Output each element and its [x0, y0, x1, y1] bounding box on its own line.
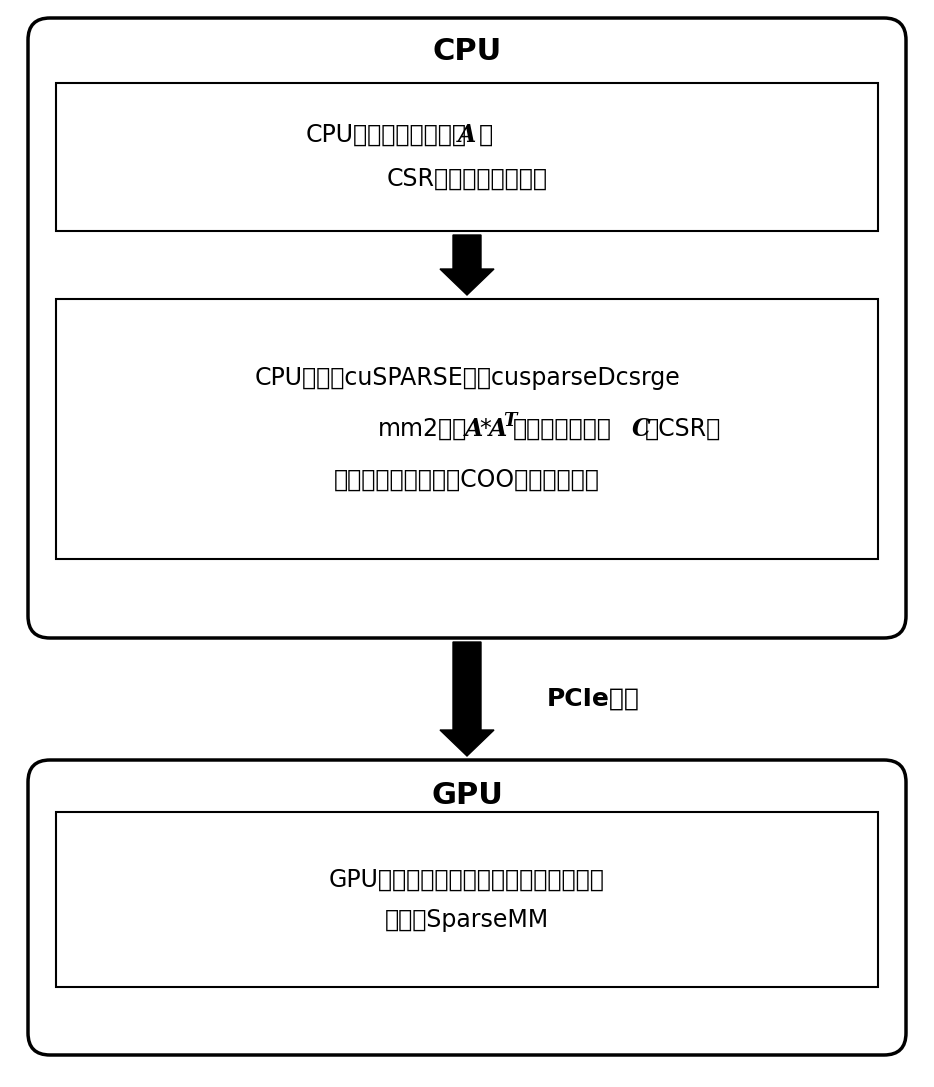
Text: CPU: CPU	[432, 37, 502, 66]
Bar	[56, 83, 878, 232]
Text: CPU中调用cuSPARSE函数cusparseDcsrge: CPU中调用cuSPARSE函数cusparseDcsrge	[254, 366, 680, 390]
Text: CPU中将大型稀疏矩阵: CPU中将大型稀疏矩阵	[306, 123, 467, 147]
Text: PCIe总线: PCIe总线	[547, 687, 640, 711]
Text: A: A	[465, 417, 484, 441]
Text: mm2执行: mm2执行	[377, 417, 467, 441]
Text: ，得到稀疏矩阵: ，得到稀疏矩阵	[513, 417, 612, 441]
Text: mm2执行以CSR稀: mm2执行以CSR稀	[384, 417, 550, 441]
Text: A: A	[489, 417, 507, 441]
Text: C: C	[632, 417, 651, 441]
Bar	[56, 812, 878, 987]
Text: GPU中执行稀疏矩阵乘以其转置矩阵的内: GPU中执行稀疏矩阵乘以其转置矩阵的内	[329, 867, 605, 891]
Text: A: A	[458, 123, 476, 147]
Text: 疏存储格式，并生成COO稀疏存储格式: 疏存储格式，并生成COO稀疏存储格式	[334, 467, 600, 491]
Bar	[56, 299, 878, 559]
Text: *: *	[479, 417, 491, 441]
Text: T: T	[503, 412, 517, 430]
Text: 的CSR稀: 的CSR稀	[645, 417, 721, 441]
Polygon shape	[440, 235, 494, 295]
Text: GPU: GPU	[432, 780, 502, 810]
Polygon shape	[440, 642, 494, 755]
Text: 以: 以	[479, 123, 493, 147]
Text: CSR稀疏存储格式存储: CSR稀疏存储格式存储	[387, 167, 547, 191]
Text: 核函数SparseMM: 核函数SparseMM	[385, 908, 549, 932]
